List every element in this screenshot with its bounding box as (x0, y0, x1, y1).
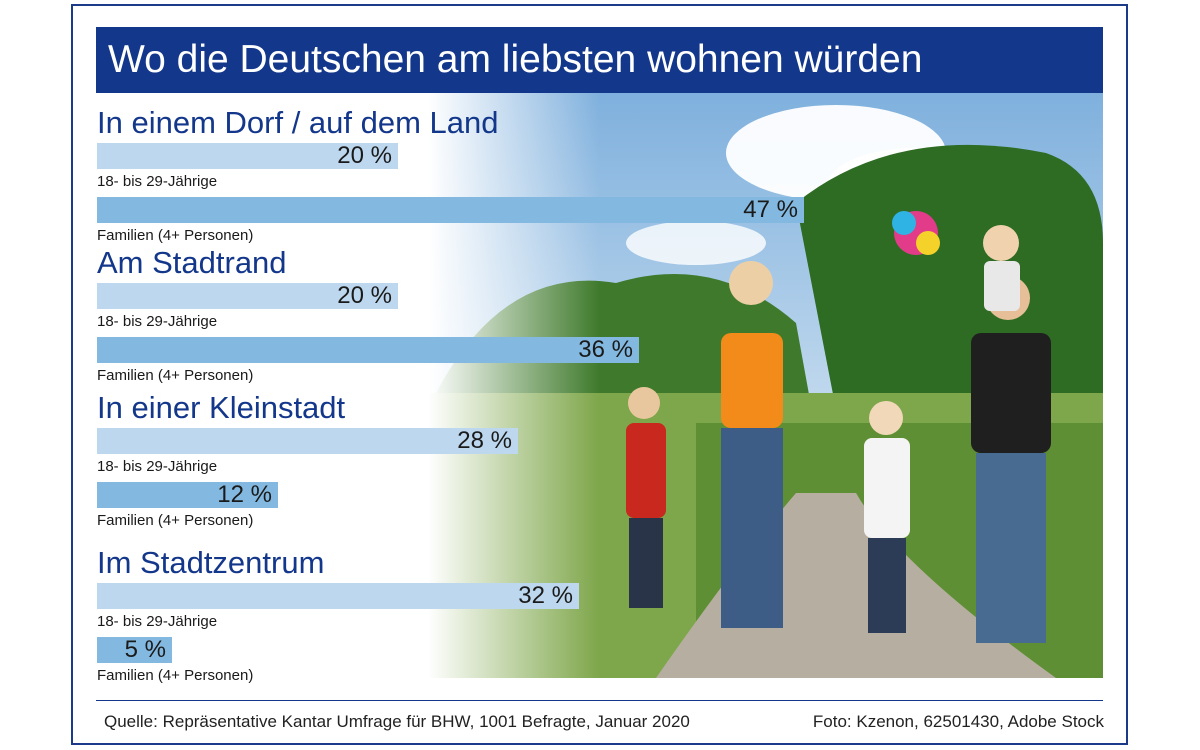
data-label: 5 % (124, 636, 166, 663)
bar-in-einer-kleinstadt-series-1: 28 % (97, 428, 518, 454)
series-label: Familien (4+ Personen) (97, 512, 254, 529)
series-label: Familien (4+ Personen) (97, 367, 254, 384)
data-label: 32 % (518, 582, 573, 609)
footer-divider (96, 700, 1103, 701)
source-note: Quelle: Repräsentative Kantar Umfrage fü… (104, 712, 690, 731)
data-label: 36 % (578, 336, 633, 363)
series-label: 18- bis 29-Jährige (97, 173, 218, 190)
bar-in-einem-dorf-auf-dem-land-series-2: 47 % (97, 197, 804, 223)
bar-im-stadtzentrum-series-2: 5 % (97, 637, 172, 663)
series-label: 18- bis 29-Jährige (97, 313, 218, 330)
data-label: 12 % (217, 481, 272, 508)
category-title-in-einer-kleinstadt: In einer Kleinstadt (97, 390, 346, 425)
data-label: 28 % (457, 427, 512, 454)
bar-am-stadtrand-series-2: 36 % (97, 337, 639, 363)
chart-title: Wo die Deutschen am liebsten wohnen würd… (96, 27, 1103, 93)
data-label: 20 % (337, 142, 392, 169)
category-title-in-einem-dorf-auf-dem-land: In einem Dorf / auf dem Land (97, 105, 499, 140)
data-label: 47 % (743, 196, 798, 223)
bar-am-stadtrand-series-1: 20 % (97, 283, 398, 309)
category-title-im-stadtzentrum: Im Stadtzentrum (97, 545, 325, 580)
category-title-am-stadtrand: Am Stadtrand (97, 245, 287, 280)
bar-in-einer-kleinstadt-series-2: 12 % (97, 482, 278, 508)
series-label: 18- bis 29-Jährige (97, 613, 218, 630)
series-label: Familien (4+ Personen) (97, 667, 254, 684)
data-label: 20 % (337, 282, 392, 309)
bar-im-stadtzentrum-series-1: 32 % (97, 583, 579, 609)
series-label: Familien (4+ Personen) (97, 227, 254, 244)
photo-credit: Foto: Kzenon, 62501430, Adobe Stock (812, 712, 1104, 731)
series-label: 18- bis 29-Jährige (97, 458, 218, 475)
bar-in-einem-dorf-auf-dem-land-series-1: 20 % (97, 143, 398, 169)
